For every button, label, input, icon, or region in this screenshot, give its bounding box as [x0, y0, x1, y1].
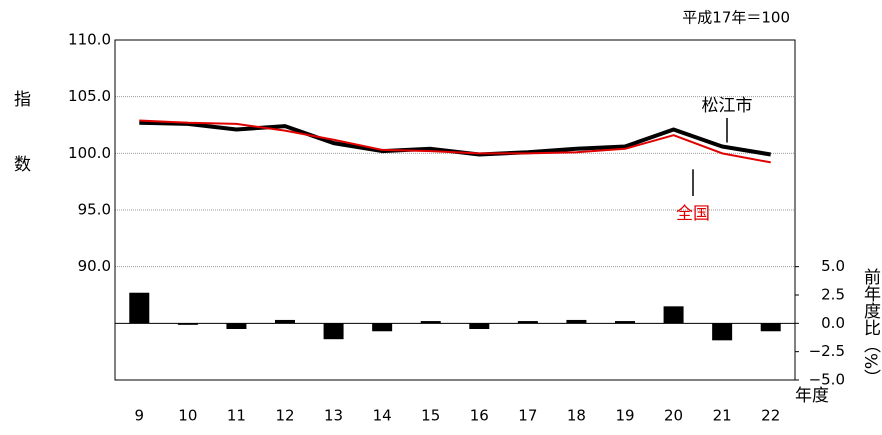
- y2-axis-label: 前年度比（%）: [860, 268, 881, 386]
- bar: [420, 321, 441, 324]
- x-tick-label: 10: [178, 407, 197, 425]
- x-tick-label: 18: [567, 407, 586, 425]
- y2-tick-label: −2.5: [809, 342, 845, 360]
- y2-tick-label: 2.5: [821, 286, 845, 304]
- x-tick-label: 15: [421, 407, 440, 425]
- bar: [226, 323, 247, 329]
- bar: [323, 323, 344, 340]
- note: 平成17年＝100: [682, 9, 790, 27]
- y-tick-label: 90.0: [78, 257, 111, 275]
- x-tick-label: 19: [615, 407, 634, 425]
- series-label: 松江市: [702, 96, 753, 116]
- bar: [372, 323, 393, 332]
- y-tick-label: 95.0: [78, 201, 111, 219]
- x-axis-label: 年度: [795, 386, 829, 406]
- bar: [712, 323, 733, 341]
- plot-frame: [114, 39, 796, 381]
- y2-tick-label: −5.0: [809, 371, 845, 389]
- x-tick-label: 17: [518, 407, 537, 425]
- x-tick-label: 11: [227, 407, 246, 425]
- x-tick-label: 14: [373, 407, 392, 425]
- y2-tick-label: 0.0: [821, 314, 845, 332]
- bar: [177, 323, 198, 325]
- y-axis-label: 指数: [10, 90, 31, 220]
- x-tick-label: 12: [275, 407, 294, 425]
- x-tick-label: 9: [135, 407, 145, 425]
- x-tick-label: 20: [664, 407, 683, 425]
- x-tick-label: 13: [324, 407, 343, 425]
- x-tick-label: 22: [761, 407, 780, 425]
- bar: [760, 323, 781, 332]
- bar: [615, 321, 635, 324]
- line: [139, 120, 772, 157]
- y-tick-label: 100.0: [68, 144, 111, 162]
- bar: [129, 292, 150, 324]
- series-label: 全国: [676, 204, 710, 224]
- y2-tick-label: 5.0: [821, 257, 845, 275]
- bar: [275, 319, 295, 324]
- bar: [517, 321, 538, 324]
- bar: [469, 323, 490, 329]
- x-tick-label: 21: [713, 407, 732, 425]
- bar: [566, 319, 587, 324]
- line: [139, 119, 771, 164]
- x-tick-label: 16: [470, 407, 489, 425]
- y-tick-label: 105.0: [68, 87, 111, 105]
- bar: [663, 306, 684, 324]
- y-tick-label: 110.0: [68, 31, 111, 49]
